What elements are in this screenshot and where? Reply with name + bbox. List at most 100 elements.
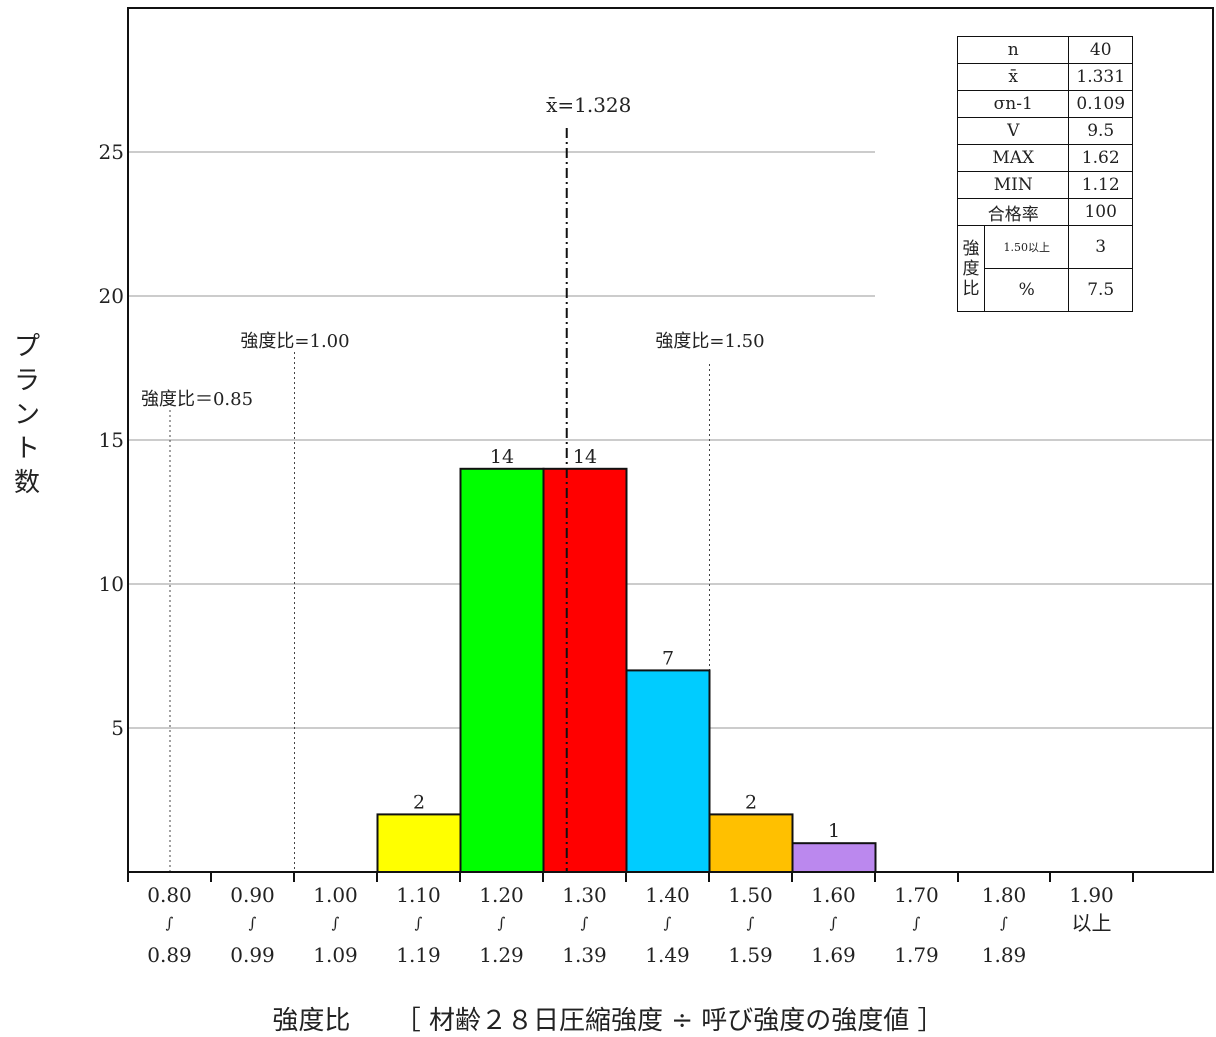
y-tick-label: 20 <box>99 284 124 308</box>
stats-value: 100 <box>1068 198 1133 226</box>
y-tick-label: 15 <box>99 428 124 452</box>
x-tick-label-from: 0.90 <box>230 883 275 907</box>
bar-value-label: 2 <box>413 791 425 813</box>
stats-label: % <box>983 268 1070 312</box>
y-axis-label-char: ト <box>13 434 42 464</box>
stats-table: n 40 x̄ 1.331 σn-1 0.109 V 9.5 MAX 1.62 MIN 1.12 合格率… <box>956 36 1133 312</box>
y-axis-label-char: プ <box>13 332 42 362</box>
stats-row: n 40 <box>956 36 1133 64</box>
x-tick-label-to: 1.39 <box>562 943 607 967</box>
stats-value: 1.12 <box>1068 171 1133 199</box>
bar <box>708 813 794 874</box>
stats-group-label: 強度比 <box>957 225 985 312</box>
stats-label: σn-1 <box>956 90 1070 118</box>
stats-row: 強度比 1.50以上 3 <box>957 225 1133 312</box>
stats-group-label-char: 比 <box>962 278 980 299</box>
stats-label: 1.50以上 <box>983 225 1070 269</box>
x-tick-label-to: 1.79 <box>894 943 939 967</box>
bar <box>791 842 877 874</box>
x-tick-label-sep: ∫ <box>581 914 589 932</box>
x-tick-label-sep: ∫ <box>332 914 340 932</box>
x-tick-label-from: 1.20 <box>479 883 524 907</box>
y-tick-label: 10 <box>99 572 124 596</box>
stats-label: MIN <box>956 171 1070 199</box>
bar <box>542 467 628 873</box>
stats-group-label-char: 度 <box>962 258 980 279</box>
stats-row: V 9.5 <box>956 117 1133 145</box>
stats-label: 合格率 <box>956 198 1070 226</box>
y-axis-label-char: ン <box>13 400 42 430</box>
x-tick-label-sep: ∫ <box>913 914 921 932</box>
x-tick-label-from: 1.50 <box>728 883 773 907</box>
bars: 2 14 14 7 2 1 <box>376 446 877 874</box>
x-axis-title-detail: ［ 材齢２８日圧縮強度 ÷ 呼び強度の強度値 ］ <box>394 1006 944 1036</box>
stats-row: MAX 1.62 <box>956 144 1133 172</box>
stats-value: 1.62 <box>1068 144 1133 172</box>
stats-row: σn-1 0.109 <box>956 90 1133 118</box>
stats-label: x̄ <box>956 63 1070 91</box>
x-tick-label-sep: ∫ <box>664 914 672 932</box>
x-tick-label-sep: 以上 <box>1072 911 1112 935</box>
bar-value-label: 7 <box>662 647 674 669</box>
bar <box>459 467 545 873</box>
x-tick-label-sep: ∫ <box>747 914 755 932</box>
bar-value-label: 1 <box>828 820 840 842</box>
stats-row: 合格率 100 <box>956 198 1133 226</box>
x-axis-title: 強度比 ［ 材齢２８日圧縮強度 ÷ 呼び強度の強度値 ］ <box>0 1000 1216 1037</box>
y-tick-label: 25 <box>99 140 124 164</box>
stats-row: % 7.5 <box>958 268 1133 312</box>
bar-value-label: 14 <box>490 446 514 468</box>
x-tick-label-from: 1.90 <box>1069 883 1114 907</box>
x-axis-title-main: 強度比 <box>272 1006 351 1036</box>
mean-line-group: x̄=1.328 <box>546 93 631 872</box>
stats-label: MAX <box>956 144 1070 172</box>
x-tick-label-from: 1.00 <box>313 883 358 907</box>
x-tick-label-from: 1.60 <box>811 883 856 907</box>
stats-value: 9.5 <box>1068 117 1133 145</box>
x-tick-label-sep: ∫ <box>249 914 257 932</box>
y-axis-label: プラント数 <box>8 330 48 500</box>
x-tick-label-from: 0.80 <box>147 883 192 907</box>
y-tick-label: 5 <box>111 716 124 740</box>
bar-value-label: 14 <box>573 446 597 468</box>
reference-lines: 強度比＝0.85 強度比=1.00 強度比=1.50 <box>141 331 765 872</box>
y-tick-labels: 5 10 15 20 25 <box>99 140 124 740</box>
bar <box>376 813 462 874</box>
x-tick-label-sep: ∫ <box>498 914 506 932</box>
x-tick-label-from: 1.40 <box>645 883 690 907</box>
x-tick-labels: 0.80 ∫ 0.89 0.90 ∫ 0.99 1.00 ∫ 1.09 1.10 ∫ 1.19 1.20… <box>147 883 1114 967</box>
mean-line-label: x̄=1.328 <box>546 93 631 117</box>
x-tick-label-to: 1.49 <box>645 943 690 967</box>
x-tick-label-to: 1.29 <box>479 943 524 967</box>
x-tick-label-to: 1.09 <box>313 943 358 967</box>
reference-line-label: 強度比=1.00 <box>240 331 349 352</box>
bar <box>625 669 711 874</box>
x-tick-label-from: 1.30 <box>562 883 607 907</box>
bar-value-label: 2 <box>745 791 757 813</box>
y-axis-label-char: ラ <box>13 366 42 396</box>
stats-value: 1.331 <box>1068 63 1133 91</box>
axes <box>127 7 1214 882</box>
x-tick-label-sep: ∫ <box>166 914 174 932</box>
x-tick-label-to: 0.99 <box>230 943 275 967</box>
x-tick-label-sep: ∫ <box>1000 914 1008 932</box>
x-tick-label-sep: ∫ <box>830 914 838 932</box>
x-tick-label-to: 1.19 <box>396 943 441 967</box>
x-tick-label-from: 1.10 <box>396 883 441 907</box>
stats-value: 0.109 <box>1068 90 1133 118</box>
x-tick-label-to: 1.59 <box>728 943 773 967</box>
stats-value: 3 <box>1068 225 1133 269</box>
reference-line-label: 強度比=1.50 <box>655 331 764 352</box>
stats-value: 7.5 <box>1068 268 1133 312</box>
x-tick-label-from: 1.70 <box>894 883 939 907</box>
stats-row: MIN 1.12 <box>956 171 1133 199</box>
plot-frame <box>127 7 1214 873</box>
x-tick-label-to: 1.89 <box>982 943 1027 967</box>
stats-row: x̄ 1.331 <box>956 63 1133 91</box>
x-tick-label-to: 0.89 <box>147 943 192 967</box>
stats-group-label-char: 強 <box>962 238 980 259</box>
stats-label: V <box>956 117 1070 145</box>
stats-label: n <box>956 36 1070 64</box>
reference-line-label: 強度比＝0.85 <box>141 389 253 410</box>
